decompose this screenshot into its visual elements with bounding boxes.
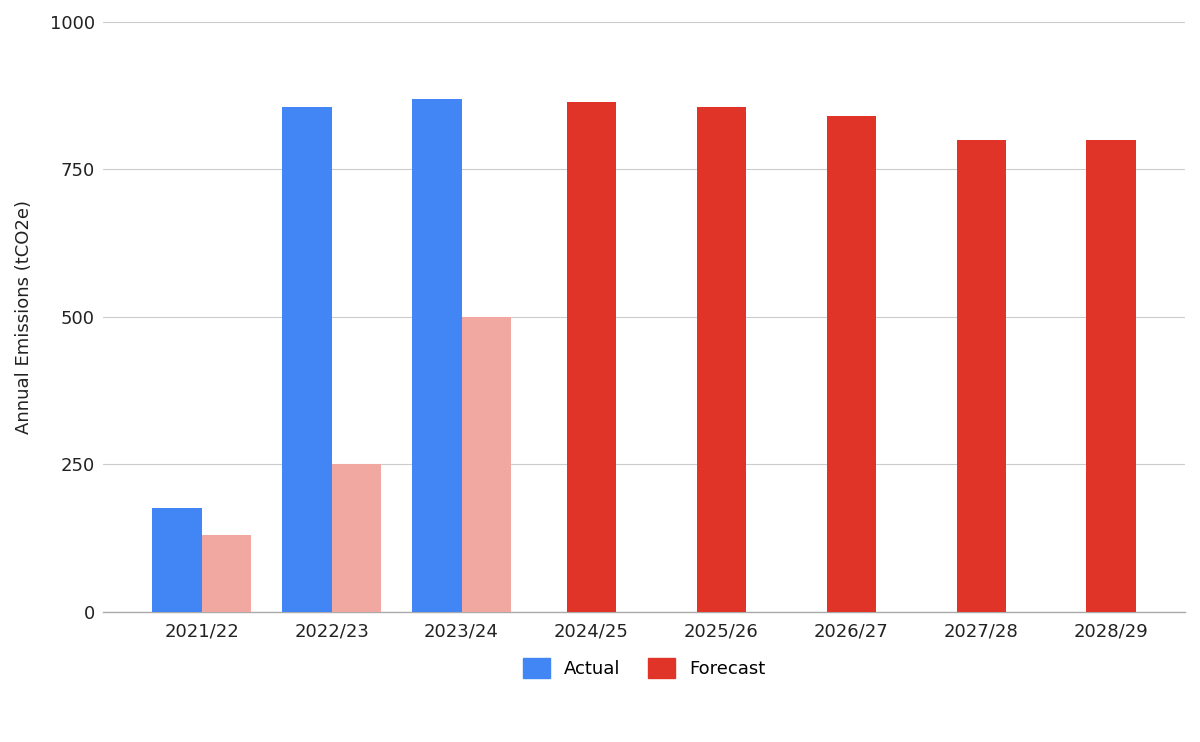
Legend: Actual, Forecast: Actual, Forecast <box>515 651 773 685</box>
Bar <box>956 140 1006 611</box>
Bar <box>566 102 616 611</box>
Bar <box>412 99 462 611</box>
Bar <box>152 508 202 611</box>
Y-axis label: Annual Emissions (tCO2e): Annual Emissions (tCO2e) <box>16 200 34 434</box>
Bar <box>697 108 746 611</box>
Bar <box>282 108 331 611</box>
Bar <box>462 317 511 611</box>
Bar <box>1086 140 1136 611</box>
Bar <box>331 464 380 611</box>
Bar <box>827 116 876 611</box>
Bar <box>202 535 251 611</box>
